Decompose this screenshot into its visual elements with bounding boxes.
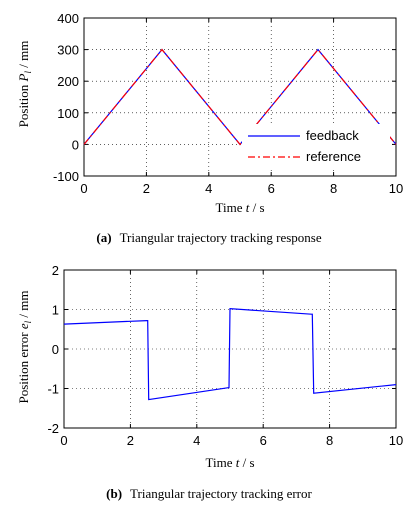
- panel-b-ticks: 0 2 4 6 8 10 -2 -1 0 1 2: [47, 263, 403, 448]
- y-tick-label: 1: [52, 303, 59, 318]
- y-tick-label: 0: [72, 137, 79, 152]
- y-tick-label: 100: [57, 106, 79, 121]
- panel-a-x-axis-label: Time t / s: [215, 200, 264, 215]
- legend-feedback-label: feedback: [306, 128, 359, 143]
- panel-b-x-axis-label: Time t / s: [205, 455, 254, 470]
- y-tick-label: -2: [47, 421, 59, 436]
- x-tick-label: 0: [80, 181, 87, 196]
- series-line-error: [63, 308, 397, 401]
- panel-b-series: [63, 308, 397, 401]
- y-tick-label: 0: [52, 342, 59, 357]
- panel-a-y-axis-label: Position Pl / mm: [16, 41, 33, 128]
- series-line-reference: [83, 48, 397, 146]
- x-tick-label: 6: [268, 181, 275, 196]
- panel-a-plot-frame: [83, 17, 397, 177]
- panel-b-caption: (b) Triangular trajectory tracking error: [106, 486, 312, 501]
- x-tick-label: 6: [260, 433, 267, 448]
- x-tick-label: 4: [205, 181, 212, 196]
- panel-b: 0 2 4 6 8 10 -2 -1 0 1 2 Time t / s Position error…: [16, 263, 403, 501]
- x-tick-label: 10: [389, 181, 403, 196]
- y-tick-label: -1: [47, 382, 59, 397]
- x-tick-label: 8: [330, 181, 337, 196]
- x-tick-label: 2: [143, 181, 150, 196]
- legend-reference-label: reference: [306, 149, 361, 164]
- legend-box: [242, 124, 390, 170]
- y-tick-label: 400: [57, 11, 79, 26]
- x-tick-label: 10: [389, 433, 403, 448]
- panel-a-series: [83, 48, 397, 146]
- x-tick-label: 2: [127, 433, 134, 448]
- panel-b-y-axis-label: Position error el / mm: [16, 290, 33, 403]
- x-tick-label: 8: [326, 433, 333, 448]
- y-tick-label: -100: [53, 169, 79, 184]
- x-tick-label: 4: [193, 433, 200, 448]
- panel-a-legend: feedback reference: [242, 124, 390, 170]
- x-tick-label: 0: [60, 433, 67, 448]
- y-tick-label: 2: [52, 263, 59, 278]
- panel-a-caption: (a) Triangular trajectory tracking respon…: [96, 230, 321, 245]
- y-tick-label: 200: [57, 74, 79, 89]
- y-tick-label: 300: [57, 43, 79, 58]
